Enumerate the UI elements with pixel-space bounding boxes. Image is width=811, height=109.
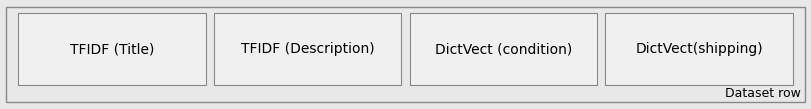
FancyBboxPatch shape	[605, 13, 793, 85]
Text: DictVect (condition): DictVect (condition)	[435, 42, 572, 56]
FancyBboxPatch shape	[410, 13, 597, 85]
FancyBboxPatch shape	[214, 13, 401, 85]
FancyBboxPatch shape	[18, 13, 206, 85]
Text: TFIDF (Title): TFIDF (Title)	[70, 42, 154, 56]
FancyBboxPatch shape	[6, 7, 805, 102]
Text: Dataset row: Dataset row	[724, 87, 800, 100]
Text: TFIDF (Description): TFIDF (Description)	[241, 42, 375, 56]
Text: DictVect(shipping): DictVect(shipping)	[636, 42, 763, 56]
